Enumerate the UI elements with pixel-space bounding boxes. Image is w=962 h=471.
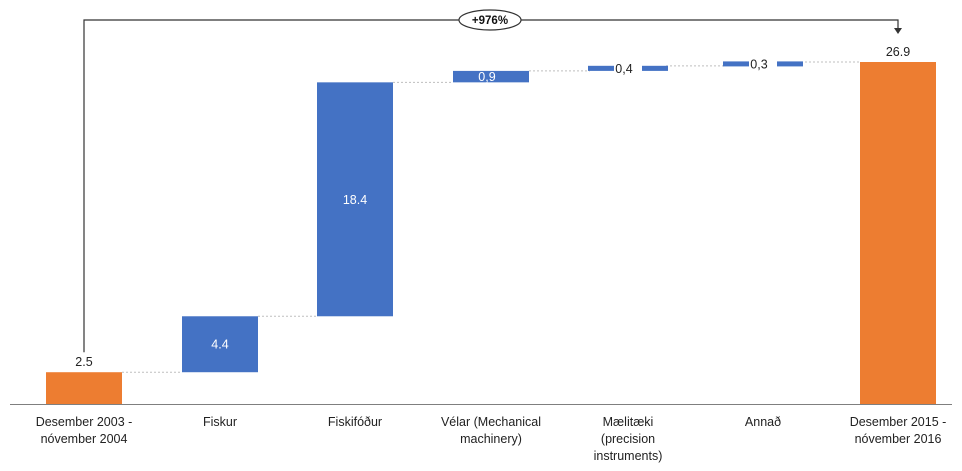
connector-lines — [122, 61, 860, 373]
bar — [453, 70, 529, 83]
value-label: 0,4 — [615, 62, 632, 76]
category-label: machinery) — [460, 432, 522, 446]
category-labels: Desember 2003 - nóvember 2004 Fiskur Fiskif… — [36, 415, 947, 463]
bar — [723, 61, 749, 67]
category-label: Fiskifóður — [328, 415, 382, 429]
category-label: nóvember 2016 — [855, 432, 942, 446]
bar — [317, 82, 393, 317]
annotation-text: +976% — [472, 15, 508, 27]
value-label: 26.9 — [886, 45, 910, 59]
value-label: 18.4 — [343, 193, 367, 207]
category-label: Desember 2015 - — [850, 415, 947, 429]
bar — [777, 61, 803, 67]
value-labels: 2.5 4.4 18.4 0,9 0,4 0,3 26.9 — [75, 45, 910, 369]
value-label: 2.5 — [75, 355, 92, 369]
value-label: 0,3 — [750, 57, 767, 71]
category-label: Annað — [745, 415, 781, 429]
annotation-arrowhead — [894, 28, 902, 34]
category-label: instruments) — [594, 449, 663, 463]
total-bar — [46, 372, 122, 404]
growth-annotation: +976% — [83, 9, 902, 353]
total-bar — [860, 62, 936, 404]
annotation-oval — [458, 9, 522, 31]
value-label: 4.4 — [211, 338, 228, 352]
bar — [182, 316, 258, 373]
category-label: (precision — [601, 432, 655, 446]
category-label: nóvember 2004 — [41, 432, 128, 446]
bar — [642, 65, 668, 71]
category-label: Vélar (Mechanical — [441, 415, 541, 429]
category-label: Mælitæki — [603, 415, 654, 429]
bars — [46, 61, 936, 404]
category-label: Desember 2003 - — [36, 415, 133, 429]
value-label: 0,9 — [478, 70, 495, 84]
bar — [588, 65, 614, 71]
category-label: Fiskur — [203, 415, 237, 429]
